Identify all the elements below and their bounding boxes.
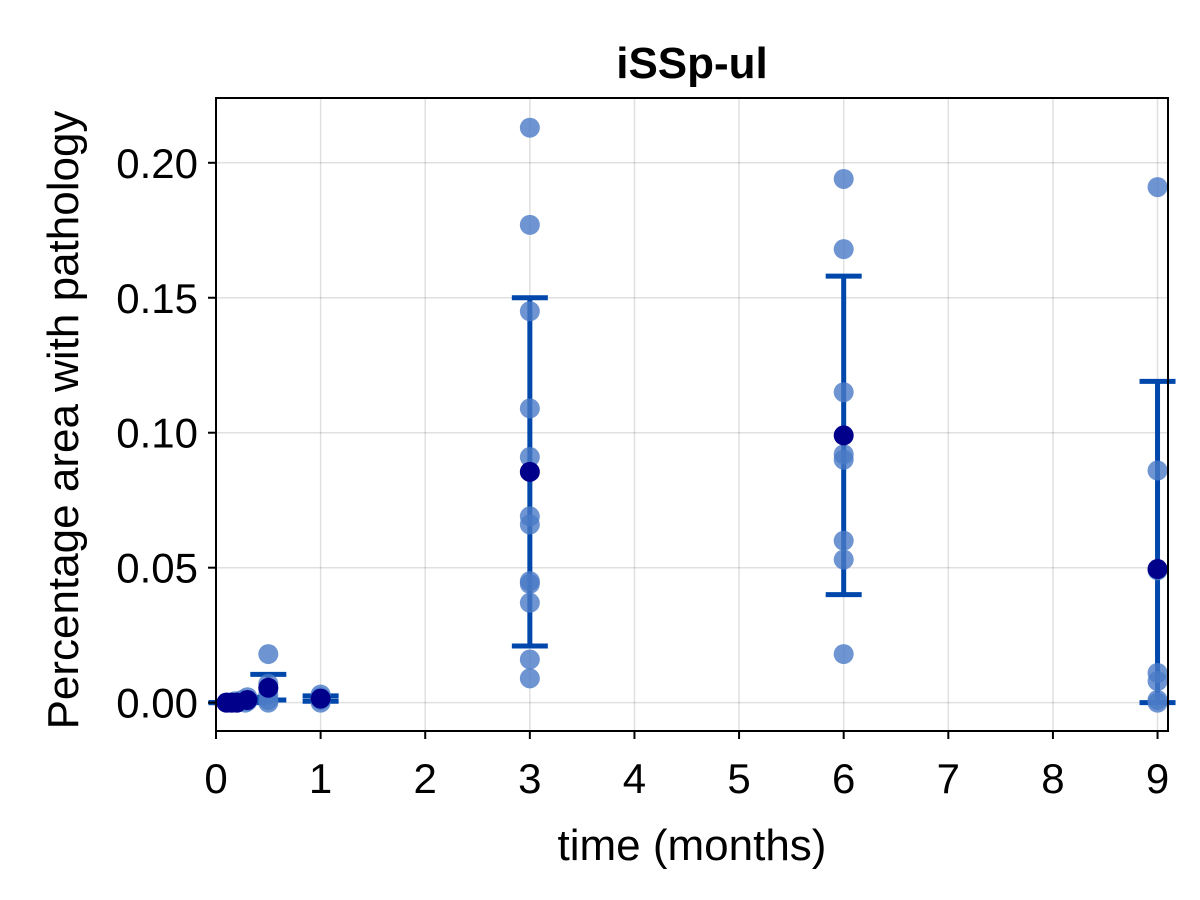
data-point [519,301,540,322]
data-point [519,117,540,138]
chart-title: iSSp-ul [616,39,768,88]
x-tick-label: 3 [518,755,541,802]
x-tick-label: 6 [832,755,855,802]
x-tick-label: 4 [623,755,646,802]
y-tick-label: 0.00 [116,680,198,727]
data-point [519,398,540,419]
data-point [1147,671,1168,692]
data-point [519,447,540,468]
data-point [519,649,540,670]
mean-points [216,425,1168,713]
mean-point [310,688,331,709]
y-axis-label: Percentage area with pathology [39,111,88,730]
x-tick-label: 0 [204,755,227,802]
x-tick-label: 5 [727,755,750,802]
x-tick-label: 9 [1146,755,1169,802]
grid-lines [215,98,1168,731]
data-point [833,168,854,189]
mean-point [258,677,279,698]
y-tick-label: 0.15 [116,275,198,322]
error-bars [208,273,1176,706]
data-point [519,573,540,594]
data-point [833,644,854,665]
mean-point [833,425,854,446]
mean-point [237,689,258,710]
data-point [1147,692,1168,713]
mean-point [1147,559,1168,580]
data-point [833,549,854,570]
mean-point [519,461,540,482]
data-point [258,644,279,665]
data-point [258,692,279,713]
y-tick-label: 0.10 [116,410,198,457]
x-tick-label: 7 [937,755,960,802]
data-point [833,382,854,403]
data-point [519,592,540,613]
data-points [216,117,1168,713]
data-point [833,530,854,551]
plot-frame [215,97,1169,732]
data-point [519,668,540,689]
y-tick-label: 0.20 [116,140,198,187]
x-tick-label: 2 [414,755,437,802]
data-point [519,514,540,535]
data-point [1147,177,1168,198]
data-point [1147,460,1168,481]
y-tick-label: 0.05 [116,545,198,592]
x-axis-label: time (months) [558,821,827,870]
data-point [519,214,540,235]
x-tick-label: 8 [1041,755,1064,802]
data-point [833,449,854,470]
axis-ticks: 0 1 2 3 4 5 6 7 8 9 0.00 0.05 0.10 0.15 0.20 [116,140,1169,802]
data-point [833,239,854,260]
x-tick-label: 1 [309,755,332,802]
